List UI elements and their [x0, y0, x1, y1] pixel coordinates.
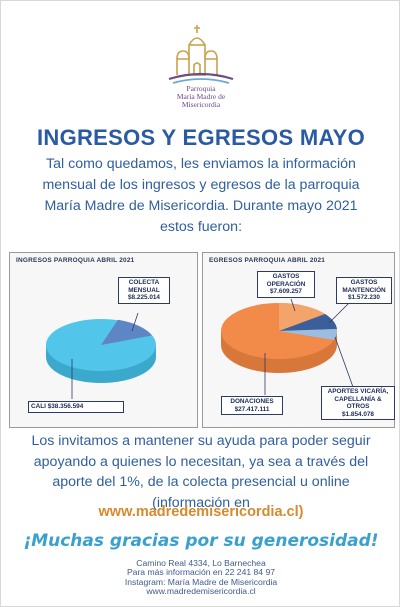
callout-operacion-amount: $7.609.257	[270, 288, 302, 295]
pie-slice-colecta-mensual	[101, 319, 152, 345]
income-chart-panel: INGRESOS PARROQUIA ABRIL 2021 COLECTA ME…	[9, 252, 198, 428]
logo-line-3: Misericordia	[181, 100, 221, 109]
callout-colecta-mensual: COLECTA MENSUAL $8.225.014	[118, 277, 170, 304]
callout-aportes-amount: $1.854.078	[342, 410, 374, 418]
callout-aportes-label: APORTES VICARÍA, CAPELLANÍA & OTROS	[327, 388, 389, 410]
expense-chart-title: EGRESOS PARROQUIA ABRIL 2021	[209, 257, 326, 264]
parish-logo: Parroquia María Madre de Misericordia	[151, 19, 251, 111]
logo-line-2: María Madre de	[176, 92, 226, 101]
thanks-message: ¡Muchas gracias por su generosidad!	[23, 531, 379, 551]
intro-paragraph: Tal como quedamos, les enviamos la infor…	[42, 156, 360, 235]
callout-colecta-label: COLECTA MENSUAL	[128, 279, 160, 294]
page-title: INGRESOS Y EGRESOS MAYO	[36, 125, 366, 150]
callout-donaciones: DONACIONES $27.417.111	[221, 396, 283, 415]
callout-cali: CALI $38.356.594	[28, 401, 124, 413]
callout-cali-label: CALI	[31, 403, 46, 410]
footer-phone: Para más información en 22 241 84 97	[126, 567, 276, 578]
callout-gastos-mantencion: GASTOS MANTENCIÓN $1.572.230	[336, 277, 392, 304]
footer-contact: Camino Real 4334, Lo Barnechea Para más …	[1, 558, 400, 597]
expense-chart-panel: EGRESOS PARROQUIA ABRIL 2021 GASTOS OPER…	[202, 252, 395, 428]
leader-colecta	[131, 312, 139, 332]
leader-operacion	[290, 298, 296, 312]
footer-address: Camino Real 4334, Lo Barnechea	[136, 558, 266, 568]
income-pie-body	[46, 319, 156, 383]
income-pie-chart	[46, 312, 156, 399]
pie-slice-aportes	[279, 329, 338, 340]
footer-website[interactable]: www.madredemisericordia.cl	[146, 586, 256, 597]
callout-gastos-operacion: GASTOS OPERACIÓN $7.609.257	[257, 271, 315, 298]
footer-instagram[interactable]: Instagram: María Madre de Misericordia	[124, 576, 278, 587]
expense-pie-chart	[221, 298, 354, 395]
callout-donaciones-label: DONACIONES	[230, 398, 274, 405]
callout-cali-amount: $38.356.594	[47, 403, 84, 410]
income-chart-title: INGRESOS PARROQUIA ABRIL 2021	[16, 257, 135, 264]
callout-operacion-label: GASTOS OPERACIÓN	[266, 273, 306, 288]
pie-slice-gastos-operacion	[279, 303, 325, 331]
callout-colecta-amount: $8.225.014	[128, 294, 160, 301]
callout-mantencion-label: GASTOS MANTENCIÓN	[342, 279, 386, 294]
invitation-paragraph: Los invitamos a mantener su ayuda para p…	[31, 433, 371, 511]
leader-mantencion	[328, 300, 352, 324]
logo-line-1: Parroquia	[186, 84, 216, 93]
leader-aportes	[334, 336, 354, 388]
callout-donaciones-amount: $27.417.111	[234, 405, 270, 413]
pie-slice-gastos-mantencion	[279, 314, 337, 331]
expense-pie-body	[221, 303, 338, 373]
callout-aportes: APORTES VICARÍA, CAPELLANÍA & OTROS $1.8…	[321, 386, 395, 420]
church-logo-icon	[168, 25, 234, 84]
website-link[interactable]: www.madredemisericordia.cl)	[98, 504, 304, 520]
callout-mantencion-amount: $1.572.230	[348, 294, 380, 301]
